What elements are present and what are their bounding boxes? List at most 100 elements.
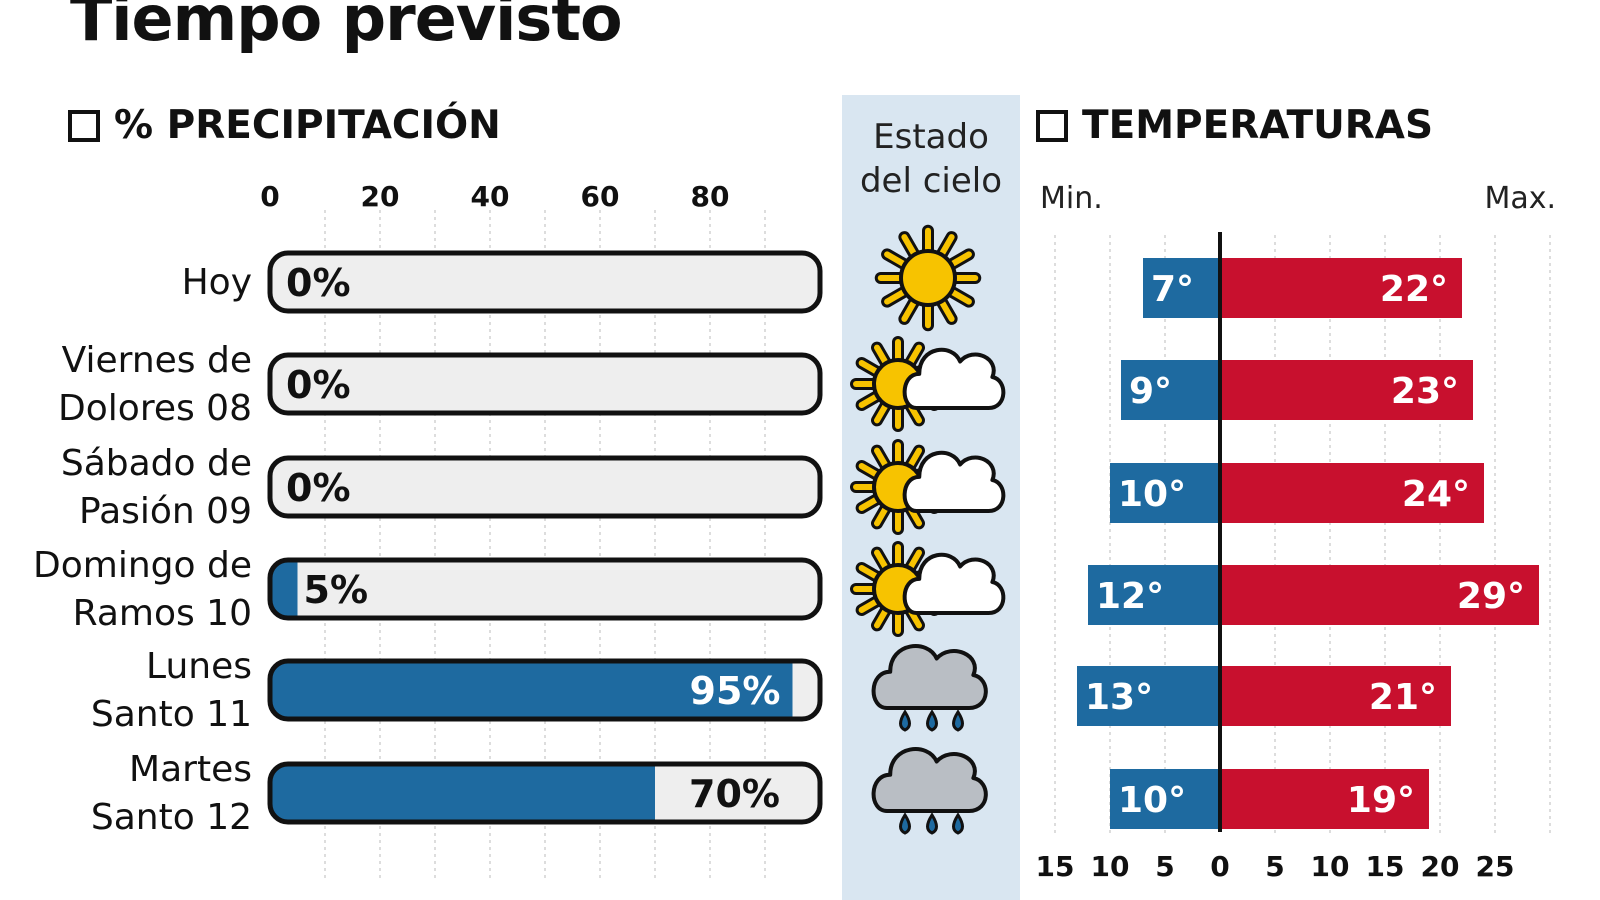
precipitation-axis-ticks: 0 20 40 60 80 bbox=[260, 180, 729, 213]
temperature-tick-label: 10 bbox=[1091, 850, 1130, 883]
day-label: Santo 11 bbox=[91, 694, 252, 735]
temperature-max-bar bbox=[1220, 360, 1473, 420]
day-label: Martes bbox=[129, 749, 252, 790]
temperature-tick-label: 0 bbox=[1210, 850, 1229, 883]
temperature-max-bar bbox=[1220, 565, 1539, 625]
temperature-bars: 7° 22° 9° 23° 10° 24° 12° 29° 13° 21° 10° 19° bbox=[1077, 258, 1539, 829]
temperature-tick-label: 25 bbox=[1476, 850, 1515, 883]
sky-icons bbox=[850, 224, 1006, 835]
sky-state-title: Estado del cielo bbox=[842, 115, 1020, 203]
precipitation-value-label: 0% bbox=[286, 466, 351, 510]
raindrop-icon bbox=[926, 709, 938, 732]
day-label: Pasión 09 bbox=[79, 491, 252, 532]
temperature-min-label: 13° bbox=[1085, 677, 1153, 718]
temperature-grid bbox=[1054, 235, 1551, 835]
temperature-min-label: 9° bbox=[1129, 371, 1172, 412]
precipitation-bar-outline bbox=[267, 455, 823, 519]
precipitation-bar bbox=[270, 661, 793, 719]
temperature-min-label: 10° bbox=[1118, 474, 1186, 515]
temperature-tick-label: 5 bbox=[1155, 850, 1174, 883]
precipitation-bar-track bbox=[270, 253, 820, 311]
day-label: Viernes de bbox=[62, 340, 252, 381]
max-label: Max. bbox=[1484, 181, 1556, 216]
day-label: Sábado de bbox=[61, 443, 252, 484]
temperature-tick-label: 15 bbox=[1366, 850, 1405, 883]
temperature-min-bar bbox=[1110, 769, 1220, 829]
precipitation-legend-box bbox=[68, 109, 100, 142]
rain-cloud-icon bbox=[871, 747, 988, 813]
precipitation-bar-outline bbox=[267, 352, 823, 416]
rain-cloud-icon bbox=[871, 644, 988, 732]
precipitation-tick-label: 60 bbox=[581, 180, 620, 213]
precipitation-value-label: 0% bbox=[286, 261, 351, 305]
temperature-title: TEMPERATURAS bbox=[1036, 103, 1433, 148]
temperature-min-bar bbox=[1110, 463, 1220, 523]
cloud-icon bbox=[902, 552, 1006, 615]
precipitation-tick-label: 40 bbox=[471, 180, 510, 213]
day-label: Domingo de bbox=[33, 545, 252, 586]
day-label: Dolores 08 bbox=[58, 388, 252, 429]
temperature-tick-label: 5 bbox=[1265, 850, 1284, 883]
temperature-tick-label: 15 bbox=[1036, 850, 1075, 883]
page-title: Tiempo previsto bbox=[70, 0, 623, 55]
cloud-icon bbox=[902, 347, 1006, 410]
temperature-min-bar bbox=[1121, 360, 1220, 420]
precipitation-bar bbox=[270, 764, 655, 822]
temperature-axis: 15 10 5 0 5 10 15 20 25 bbox=[1036, 232, 1515, 883]
raindrop-icon bbox=[952, 709, 964, 732]
temperature-max-label: 19° bbox=[1347, 780, 1415, 821]
precipitation-bar-track bbox=[270, 355, 820, 413]
raindrop-icon bbox=[952, 812, 964, 835]
precipitation-bar-outline bbox=[267, 761, 823, 825]
precipitation-bar-track bbox=[270, 458, 820, 516]
precipitation-bar-track bbox=[270, 560, 820, 618]
temperature-min-bar bbox=[1077, 666, 1220, 726]
precipitation-value-label: 70% bbox=[689, 772, 780, 816]
cloud-icon bbox=[902, 450, 1006, 513]
precipitation-bar-outline bbox=[267, 557, 823, 621]
precipitation-title: % PRECIPITACIÓN bbox=[68, 103, 501, 148]
temperature-tick-label: 10 bbox=[1311, 850, 1350, 883]
temperature-min-label: 7° bbox=[1151, 269, 1194, 310]
precipitation-bars: 0% 0% 0% 5% 95% 70% bbox=[267, 250, 823, 825]
day-label: Lunes bbox=[146, 646, 252, 687]
sun-icon bbox=[874, 224, 982, 332]
temperature-max-bar bbox=[1220, 258, 1462, 318]
temperature-min-bar bbox=[1143, 258, 1220, 318]
rain-cloud-icon bbox=[871, 747, 988, 835]
temperature-max-label: 24° bbox=[1402, 474, 1470, 515]
temperature-min-label: 12° bbox=[1096, 576, 1164, 617]
temperature-max-bar bbox=[1220, 463, 1484, 523]
temperature-max-label: 29° bbox=[1457, 576, 1525, 617]
temperature-legend-box bbox=[1036, 109, 1068, 142]
sky-state-title-line2: del cielo bbox=[859, 161, 1003, 201]
sun-cloud-icon bbox=[850, 541, 1006, 637]
sun-cloud-icon bbox=[850, 439, 1006, 535]
temperature-tick-label: 20 bbox=[1421, 850, 1460, 883]
temperature-max-label: 21° bbox=[1369, 677, 1437, 718]
rain-cloud-icon bbox=[871, 644, 988, 710]
temperature-title-text: TEMPERATURAS bbox=[1082, 103, 1434, 148]
day-labels: Hoy Viernes de Dolores 08 Sábado de Pasión 0… bbox=[33, 262, 252, 838]
min-label: Min. bbox=[1040, 181, 1103, 216]
temperature-min-label: 10° bbox=[1118, 780, 1186, 821]
temperature-max-bar bbox=[1220, 769, 1429, 829]
day-label: Ramos 10 bbox=[73, 593, 252, 634]
temperature-max-label: 23° bbox=[1391, 371, 1459, 412]
precipitation-value-label: 5% bbox=[304, 568, 369, 612]
temperature-min-bar bbox=[1088, 565, 1220, 625]
day-label: Hoy bbox=[182, 262, 252, 303]
day-label: Santo 12 bbox=[91, 797, 252, 838]
raindrop-icon bbox=[899, 709, 911, 732]
sky-state-title-line1: Estado bbox=[873, 117, 989, 157]
temperature-max-label: 22° bbox=[1380, 269, 1448, 310]
precipitation-title-text: % PRECIPITACIÓN bbox=[114, 103, 501, 148]
raindrop-icon bbox=[899, 812, 911, 835]
temperature-max-bar bbox=[1220, 666, 1451, 726]
precipitation-tick-label: 20 bbox=[361, 180, 400, 213]
precipitation-bar-outline bbox=[267, 250, 823, 314]
precipitation-tick-label: 0 bbox=[260, 180, 279, 213]
precipitation-value-label: 95% bbox=[690, 669, 781, 713]
precipitation-bar-outline bbox=[267, 658, 823, 722]
